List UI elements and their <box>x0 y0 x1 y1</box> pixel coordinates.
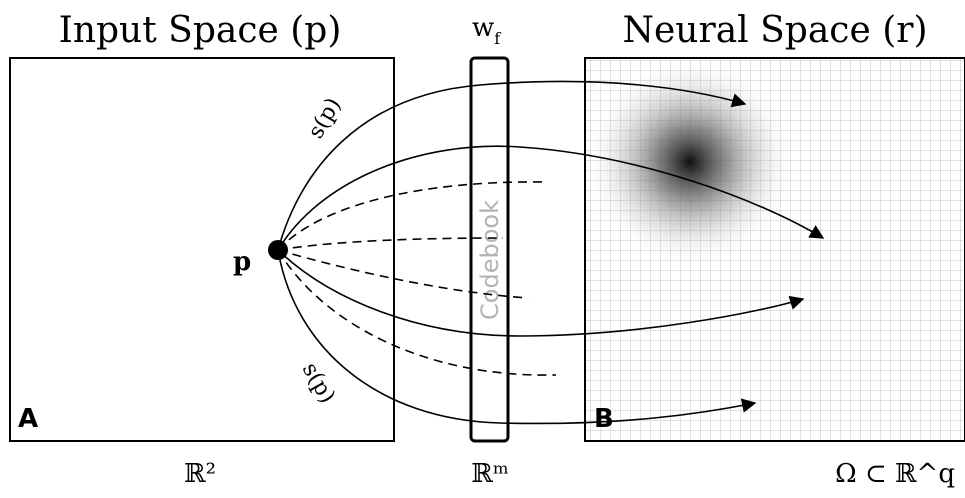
codebook-column <box>469 56 510 443</box>
input-space-panel <box>9 57 395 442</box>
panel-letter-b: B <box>594 404 614 434</box>
neural-space-title: Neural Space (r) <box>623 10 928 51</box>
curve-solid-4 <box>277 249 757 425</box>
curve-solid-3 <box>277 249 805 337</box>
codebook-label: Codebook <box>476 200 504 320</box>
weights-label: wf <box>472 13 501 48</box>
curve-solid-2 <box>277 145 825 251</box>
curve-dashed-4 <box>277 249 557 376</box>
codebook-space-symbol: ℝᵐ <box>471 459 509 489</box>
panel-letter-a: A <box>18 404 38 434</box>
curve-solid-1 <box>277 80 747 251</box>
input-point <box>268 240 288 260</box>
mapping-curves <box>277 80 825 425</box>
input-space-symbol: ℝ² <box>184 459 216 489</box>
weights-subscript: f <box>494 29 501 48</box>
curve-dashed-2 <box>277 237 504 251</box>
weights-symbol: w <box>472 13 494 43</box>
neural-space-symbol: Ω ⊂ ℝ^q <box>835 459 955 489</box>
input-space-title: Input Space (p) <box>59 10 342 51</box>
point-label: p <box>233 247 251 277</box>
activation-blob <box>590 62 790 262</box>
